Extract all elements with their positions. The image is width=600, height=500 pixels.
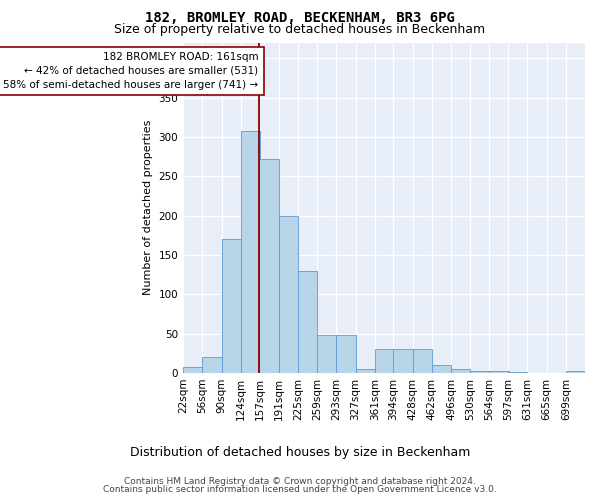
Bar: [470, 370, 490, 373]
Bar: [451, 369, 470, 373]
Bar: [413, 350, 432, 373]
Text: 182, BROMLEY ROAD, BECKENHAM, BR3 6PG: 182, BROMLEY ROAD, BECKENHAM, BR3 6PG: [145, 11, 455, 25]
Bar: [259, 159, 278, 373]
Y-axis label: Number of detached properties: Number of detached properties: [143, 120, 153, 296]
Bar: [317, 335, 337, 373]
Text: Contains HM Land Registry data © Crown copyright and database right 2024.: Contains HM Land Registry data © Crown c…: [124, 477, 476, 486]
Bar: [394, 350, 413, 373]
Text: 182 BROMLEY ROAD: 161sqm
← 42% of detached houses are smaller (531)
58% of semi-: 182 BROMLEY ROAD: 161sqm ← 42% of detach…: [3, 52, 259, 90]
Bar: [202, 358, 221, 373]
Text: Size of property relative to detached houses in Beckenham: Size of property relative to detached ho…: [115, 22, 485, 36]
Text: Distribution of detached houses by size in Beckenham: Distribution of detached houses by size …: [130, 446, 470, 459]
Bar: [432, 365, 451, 373]
Bar: [183, 366, 202, 373]
Bar: [566, 370, 585, 373]
Bar: [298, 270, 317, 373]
Bar: [356, 369, 375, 373]
Bar: [490, 370, 509, 373]
Bar: [278, 216, 298, 373]
Text: Contains public sector information licensed under the Open Government Licence v3: Contains public sector information licen…: [103, 485, 497, 494]
Bar: [337, 335, 356, 373]
Bar: [508, 372, 527, 373]
Bar: [375, 350, 394, 373]
Bar: [221, 239, 241, 373]
Bar: [241, 132, 260, 373]
